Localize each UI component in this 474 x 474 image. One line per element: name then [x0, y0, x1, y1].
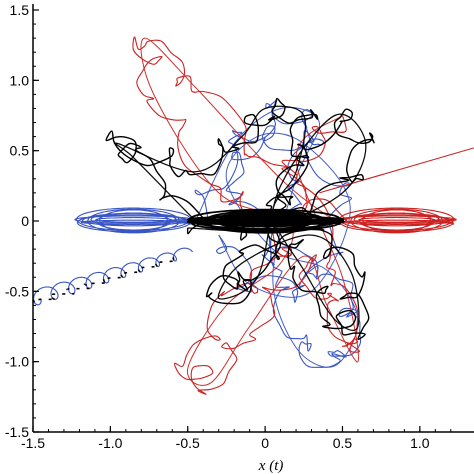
y-tick-label: 0 [21, 213, 29, 229]
x-tick-label: -1.5 [21, 435, 45, 451]
series-2-excursion [113, 105, 367, 331]
series-0 [31, 99, 362, 368]
x-tick-label: -0.5 [176, 435, 200, 451]
series-2-trajectory [105, 97, 375, 340]
series-2 [105, 97, 375, 340]
y-tick-label: 1.0 [10, 72, 30, 88]
y-tick-label: -0.5 [5, 283, 29, 299]
series-1-excursion [140, 37, 359, 386]
y-tick-label: -1.0 [5, 354, 29, 370]
series-1-lobe [337, 207, 457, 234]
x-tick-label: 0 [261, 435, 269, 451]
series-2-dense-core [186, 208, 345, 234]
series-1-trajectory [132, 36, 361, 395]
series-1-outgoing-line [319, 147, 474, 194]
x-tick-label: 0.5 [333, 435, 353, 451]
series-0-spiral-tail [33, 247, 194, 306]
y-tick-label: 1.5 [10, 2, 30, 18]
y-tick-label: 0.5 [10, 143, 30, 159]
series-0-excursion [195, 107, 359, 368]
series-0-spiral-accent [31, 257, 178, 306]
chart-curves [31, 36, 474, 395]
series-1 [132, 36, 474, 395]
x-axis-title: x (t) [258, 458, 284, 474]
x-tick-label: -1.0 [98, 435, 122, 451]
chart-axes: -1.5 -1.0 -0.5 0 0.5 1.0 1.5 1.0 0.5 0 -0.5 -1.0 -1.… [5, 2, 474, 451]
y-tick-label: -1.5 [5, 424, 29, 440]
x-tick-label: 1.0 [410, 435, 430, 451]
series-0-lobe [74, 207, 194, 234]
